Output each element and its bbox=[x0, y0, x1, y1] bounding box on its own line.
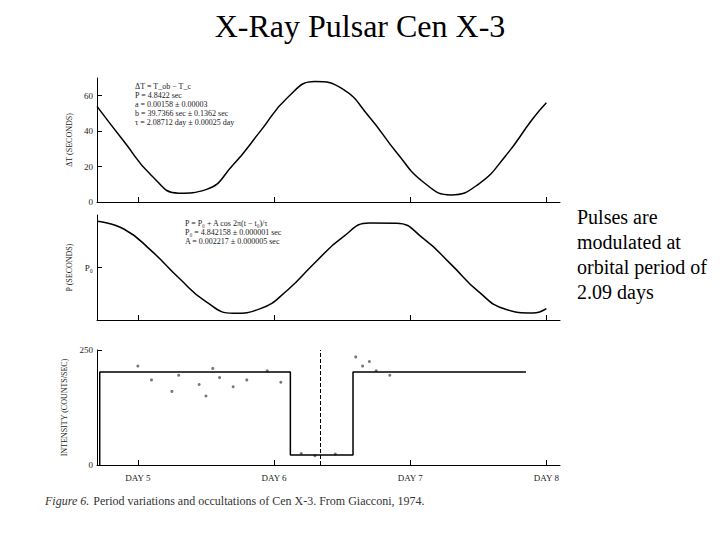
svg-text:ΔT (SECONDS): ΔT (SECONDS) bbox=[65, 113, 74, 167]
svg-text:A = 0.002217 ± 0.000005 sec: A = 0.002217 ± 0.000005 sec bbox=[185, 237, 280, 246]
svg-text:P₀: P₀ bbox=[85, 263, 93, 273]
svg-text:P = P₀ + A cos 2π(t − t₀)/τ: P = P₀ + A cos 2π(t − t₀)/τ bbox=[185, 219, 268, 228]
svg-text:P = 4.8422 sec: P = 4.8422 sec bbox=[135, 91, 182, 100]
svg-text:0: 0 bbox=[89, 460, 94, 470]
svg-text:a = 0.00158 ± 0.00003: a = 0.00158 ± 0.00003 bbox=[135, 100, 207, 109]
svg-text:DAY 8: DAY 8 bbox=[534, 473, 560, 483]
svg-text:60: 60 bbox=[84, 91, 94, 101]
html-text:Pulses are modulated at orbita: Pulses are modulated at orbital period o… bbox=[577, 206, 707, 303]
svg-text:b = 39.7366 sec ± 0.1362 sec: b = 39.7366 sec ± 0.1362 sec bbox=[135, 109, 229, 118]
svg-text:P₀ = 4.842158 ± 0.000001 sec: P₀ = 4.842158 ± 0.000001 sec bbox=[185, 228, 282, 237]
svg-text:DAY 6: DAY 6 bbox=[261, 473, 287, 483]
svg-text:0: 0 bbox=[89, 197, 94, 207]
svg-text:DAY 7: DAY 7 bbox=[398, 473, 424, 483]
svg-text:P (SECONDS): P (SECONDS) bbox=[65, 243, 74, 291]
html-text:X-Ray Pulsar Cen X-3: X-Ray Pulsar Cen X-3 bbox=[214, 8, 506, 44]
svg-text:INTENSITY (COUNTS/SEC): INTENSITY (COUNTS/SEC) bbox=[60, 358, 69, 456]
svg-text:ΔT = T_ob − T_c: ΔT = T_ob − T_c bbox=[135, 82, 191, 91]
svg-text:250: 250 bbox=[80, 345, 94, 355]
svg-text:DAY 5: DAY 5 bbox=[125, 473, 151, 483]
svg-text:20: 20 bbox=[84, 162, 94, 172]
html-text:Figure 6. Period variations an: Figure 6. Period variations and occultat… bbox=[45, 494, 425, 508]
svg-text:τ = 2.08712 day ± 0.00025 day: τ = 2.08712 day ± 0.00025 day bbox=[135, 118, 234, 127]
svg-text:40: 40 bbox=[84, 126, 94, 136]
